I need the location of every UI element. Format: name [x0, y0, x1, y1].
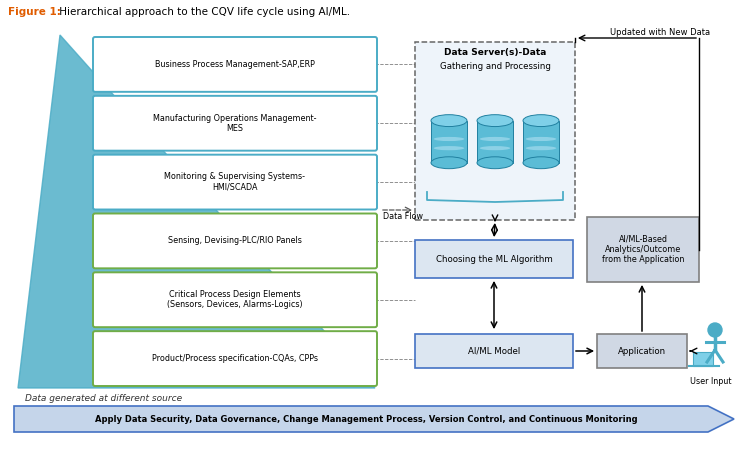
- Text: AI/ML Model: AI/ML Model: [468, 346, 520, 356]
- Text: Manufacturing Operations Management-
MES: Manufacturing Operations Management- MES: [153, 113, 316, 133]
- Circle shape: [708, 323, 722, 337]
- FancyBboxPatch shape: [523, 121, 559, 163]
- Text: Data Flow: Data Flow: [383, 212, 423, 221]
- FancyBboxPatch shape: [477, 121, 513, 163]
- Text: Hierarchical approach to the CQV life cycle using AI/ML.: Hierarchical approach to the CQV life cy…: [56, 7, 350, 17]
- Ellipse shape: [477, 157, 513, 169]
- FancyBboxPatch shape: [597, 334, 687, 368]
- FancyBboxPatch shape: [93, 37, 377, 92]
- Text: Figure 1:: Figure 1:: [8, 7, 61, 17]
- FancyBboxPatch shape: [93, 272, 377, 327]
- Ellipse shape: [477, 115, 513, 126]
- Text: Critical Process Design Elements
(Sensors, Devices, Alarms-Logics): Critical Process Design Elements (Sensor…: [167, 290, 303, 310]
- Ellipse shape: [433, 137, 464, 141]
- Text: Business Process Management-SAP,ERP: Business Process Management-SAP,ERP: [155, 60, 315, 69]
- Ellipse shape: [480, 137, 510, 141]
- FancyBboxPatch shape: [415, 334, 573, 368]
- Ellipse shape: [431, 115, 467, 126]
- Text: Sensing, Devising-PLC/RIO Panels: Sensing, Devising-PLC/RIO Panels: [168, 236, 302, 245]
- Text: AI/ML-Based
Analytics/Outcome
from the Application: AI/ML-Based Analytics/Outcome from the A…: [602, 234, 684, 265]
- Text: Application: Application: [618, 346, 666, 356]
- Ellipse shape: [433, 146, 464, 150]
- FancyBboxPatch shape: [587, 217, 699, 282]
- Text: Product/Process specification-CQAs, CPPs: Product/Process specification-CQAs, CPPs: [152, 354, 318, 363]
- Text: Updated with New Data: Updated with New Data: [610, 28, 710, 37]
- FancyBboxPatch shape: [93, 155, 377, 210]
- FancyBboxPatch shape: [693, 352, 713, 366]
- Ellipse shape: [480, 146, 510, 150]
- FancyBboxPatch shape: [93, 213, 377, 268]
- Text: Monitoring & Supervising Systems-
HMI/SCADA: Monitoring & Supervising Systems- HMI/SC…: [164, 172, 305, 192]
- FancyBboxPatch shape: [415, 240, 573, 278]
- Ellipse shape: [431, 157, 467, 169]
- FancyBboxPatch shape: [415, 42, 575, 220]
- Text: Choosing the ML Algorithm: Choosing the ML Algorithm: [436, 255, 552, 264]
- Ellipse shape: [526, 137, 556, 141]
- Text: Gathering and Processing: Gathering and Processing: [440, 62, 550, 71]
- FancyBboxPatch shape: [431, 121, 467, 163]
- Ellipse shape: [523, 115, 559, 126]
- Ellipse shape: [523, 157, 559, 169]
- Ellipse shape: [526, 146, 556, 150]
- Text: Data generated at different source: Data generated at different source: [25, 394, 182, 403]
- FancyBboxPatch shape: [93, 331, 377, 386]
- Polygon shape: [14, 406, 734, 432]
- Polygon shape: [18, 35, 375, 388]
- Text: Data Server(s)-Data: Data Server(s)-Data: [444, 48, 546, 57]
- Text: Apply Data Security, Data Governance, Change Management Process, Version Control: Apply Data Security, Data Governance, Ch…: [94, 414, 638, 423]
- FancyBboxPatch shape: [93, 96, 377, 151]
- Text: User Input: User Input: [690, 377, 732, 386]
